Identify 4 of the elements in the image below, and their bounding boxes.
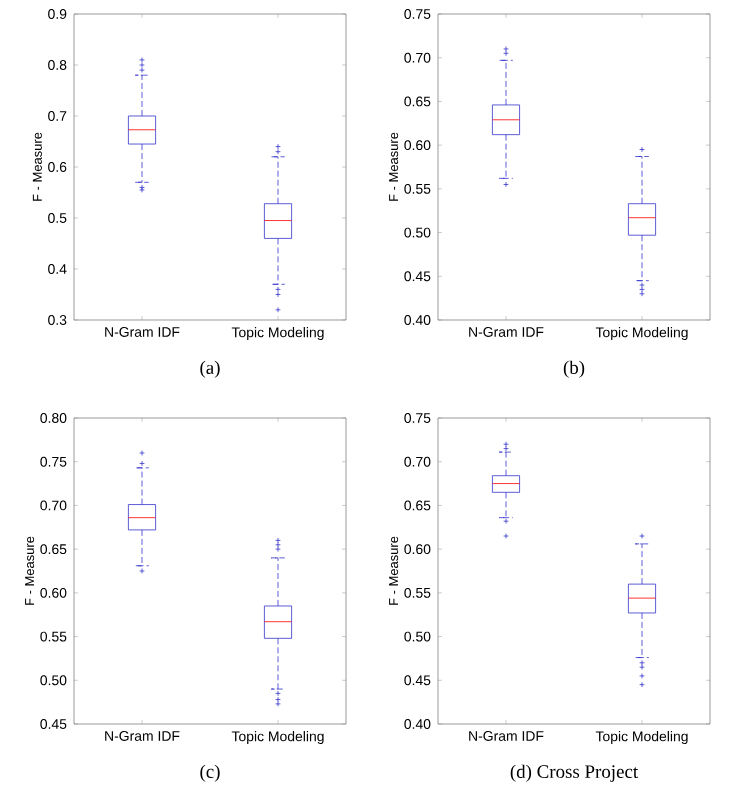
text: (d) Cross Project: [510, 764, 639, 782]
text: (b): [563, 360, 585, 378]
text: (c): [200, 764, 220, 782]
text: (a): [200, 360, 220, 378]
